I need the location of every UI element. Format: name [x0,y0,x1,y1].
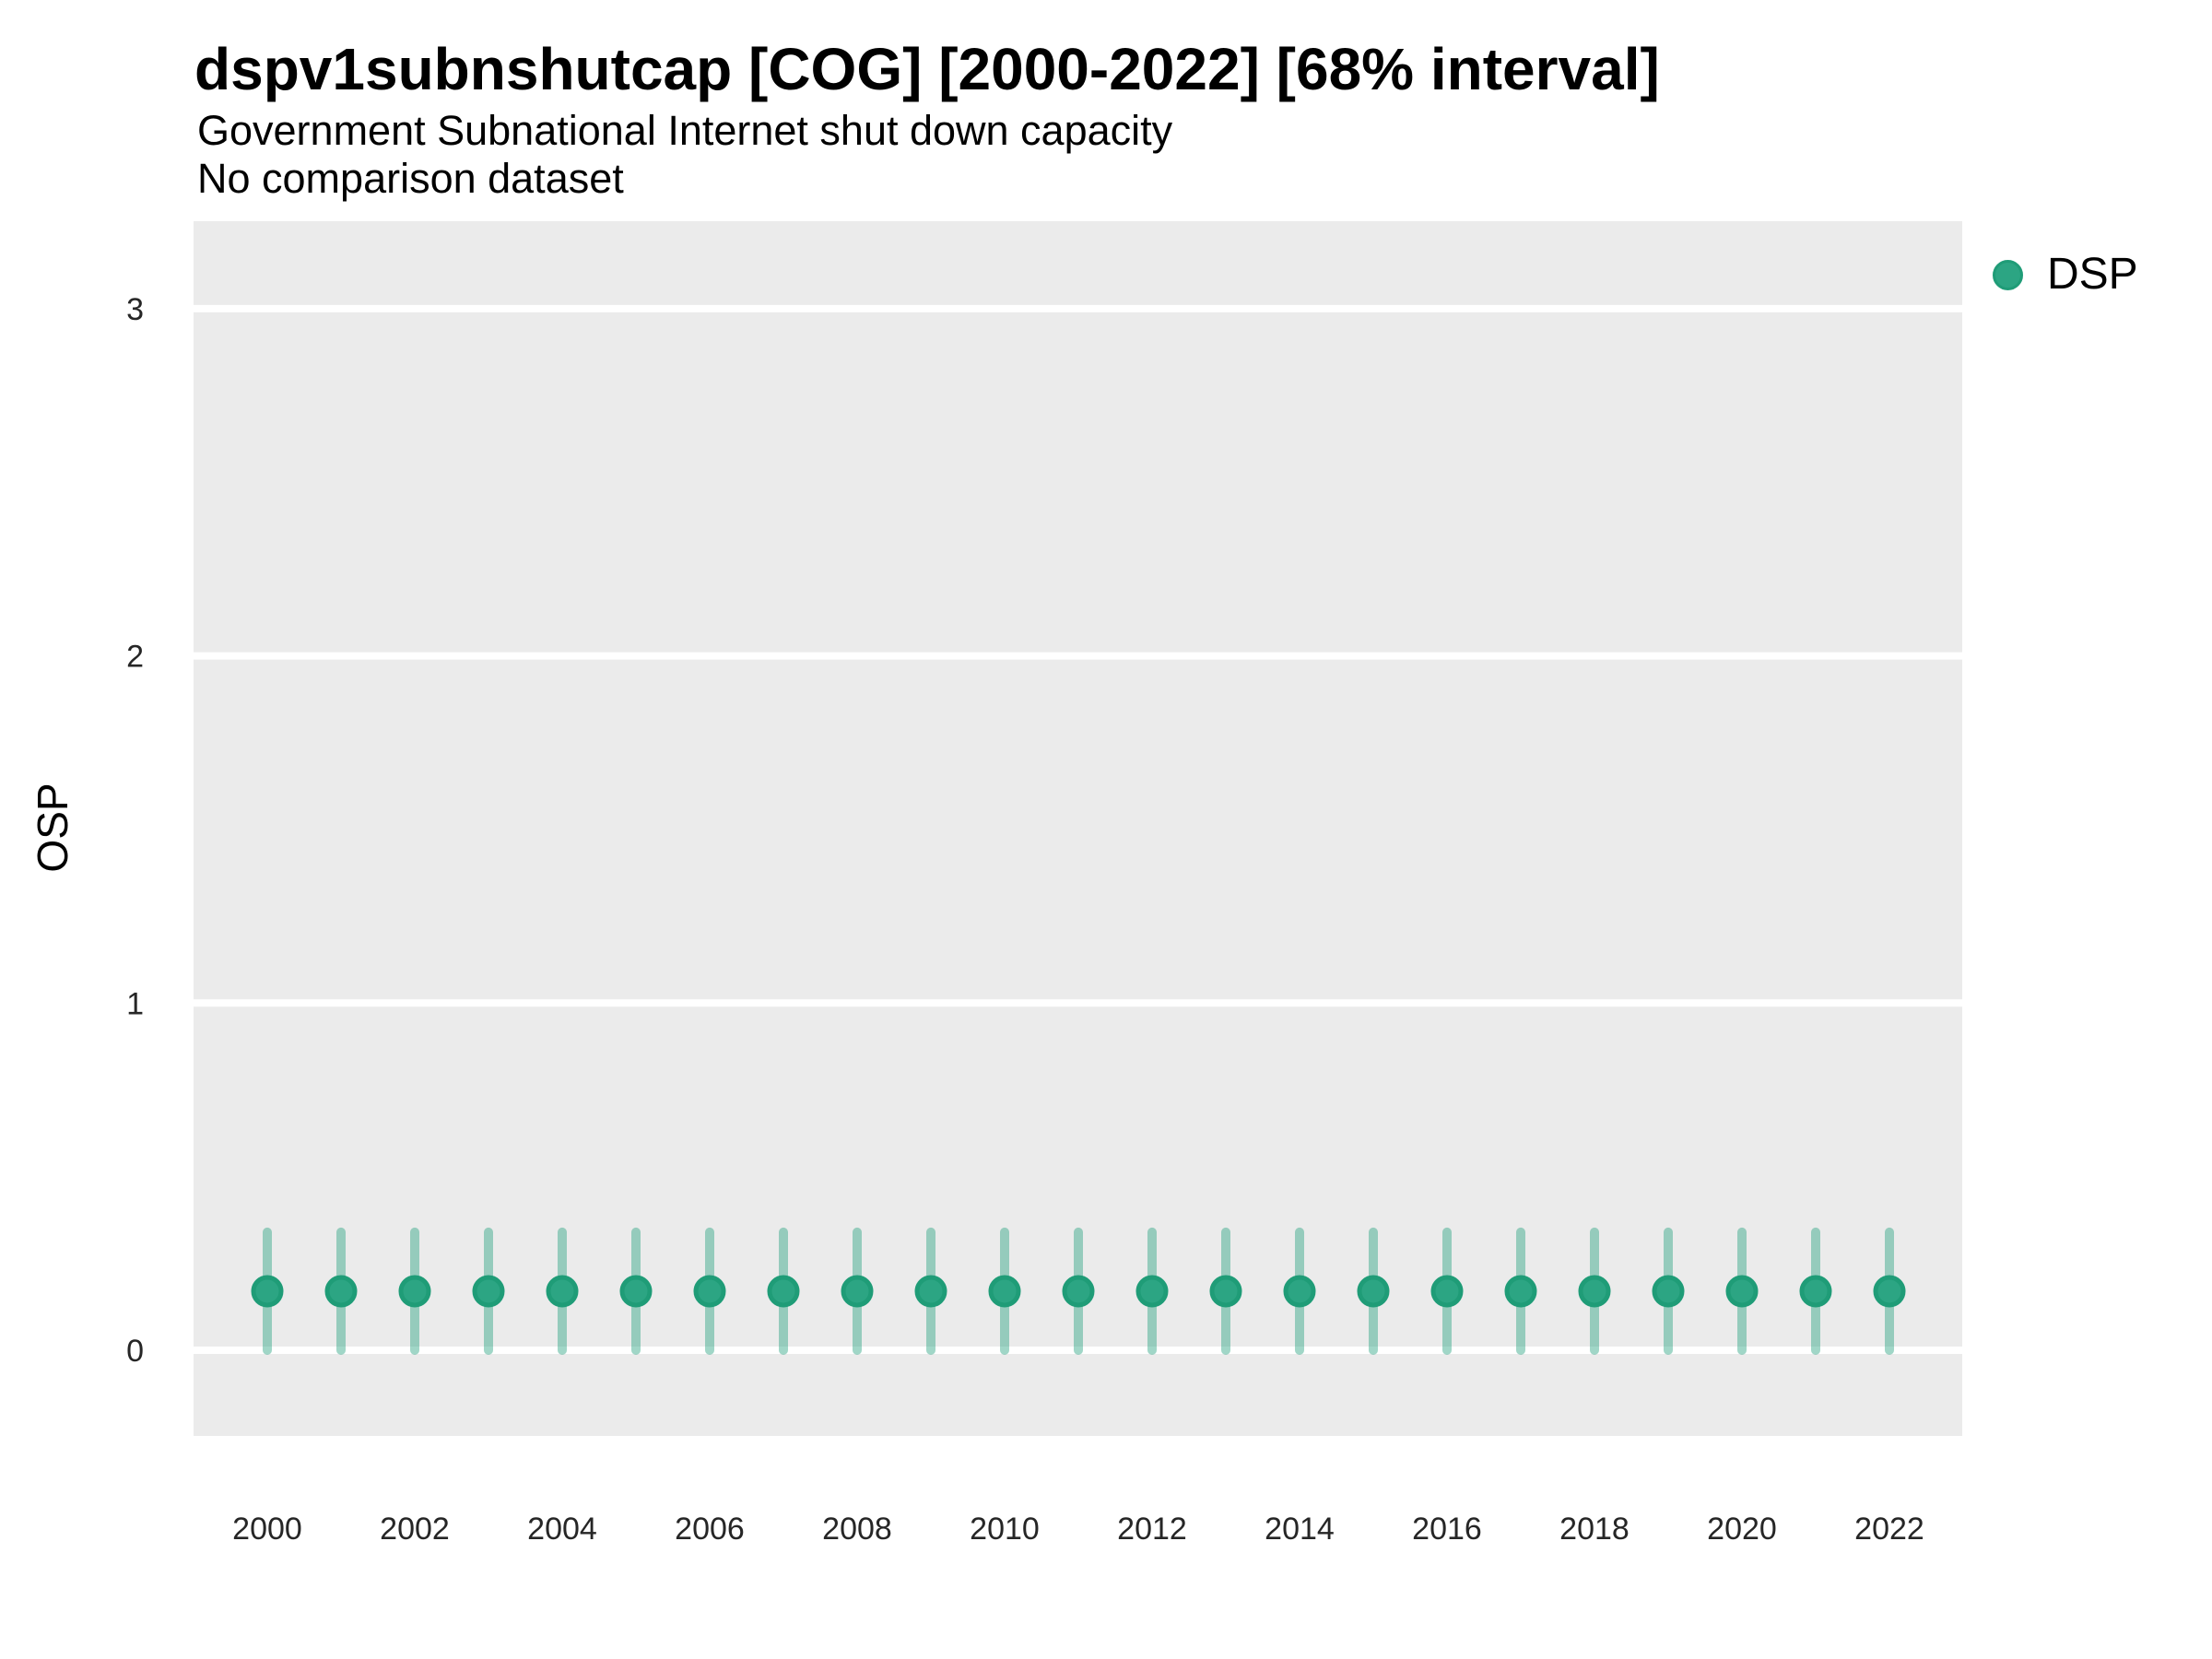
x-tick-label: 2012 [1117,1512,1187,1547]
x-tick-label: 2014 [1265,1512,1335,1547]
point-2016 [1430,1275,1464,1308]
y-tick-label: 1 [126,986,144,1021]
chart-comparison-note: No comparison dataset [197,155,624,202]
legend: DSP [1993,251,2138,299]
point-2011 [1062,1275,1095,1308]
point-2012 [1135,1275,1169,1308]
plot-panel [194,221,1962,1436]
point-2005 [619,1275,653,1308]
x-tick-label: 2022 [1854,1512,1924,1547]
point-2004 [546,1275,579,1308]
point-2009 [914,1275,947,1308]
point-2013 [1209,1275,1242,1308]
y-tick-label: 3 [126,292,144,327]
chart-title: dspv1subnshutcap [COG] [2000-2022] [68% … [194,36,1660,102]
x-tick-label: 2010 [970,1512,1040,1547]
point-2006 [693,1275,726,1308]
point-2010 [988,1275,1021,1308]
point-2014 [1283,1275,1316,1308]
x-tick-label: 2002 [380,1512,450,1547]
point-2018 [1578,1275,1611,1308]
point-2017 [1504,1275,1537,1308]
x-tick-label: 2006 [675,1512,745,1547]
point-2008 [841,1275,874,1308]
point-2022 [1873,1275,1906,1308]
x-tick-label: 2018 [1559,1512,1630,1547]
y-tick-label: 0 [126,1334,144,1369]
legend-dsp-label: DSP [2047,250,2138,299]
y-tick-label: 2 [126,640,144,675]
x-tick-label: 2016 [1412,1512,1482,1547]
point-2002 [398,1275,431,1308]
x-tick-label: 2000 [232,1512,302,1547]
chart-subtitle: Government Subnational Internet shut dow… [197,107,1173,154]
point-2019 [1652,1275,1685,1308]
point-2000 [251,1275,284,1308]
point-2001 [324,1275,358,1308]
point-2007 [767,1275,800,1308]
x-tick-label: 2008 [822,1512,892,1547]
point-2020 [1725,1275,1759,1308]
legend-dsp-swatch-icon [1993,259,2023,290]
x-tick-label: 2020 [1707,1512,1777,1547]
point-2021 [1799,1275,1832,1308]
x-tick-label: 2004 [527,1512,597,1547]
point-2003 [472,1275,505,1308]
point-2015 [1357,1275,1390,1308]
